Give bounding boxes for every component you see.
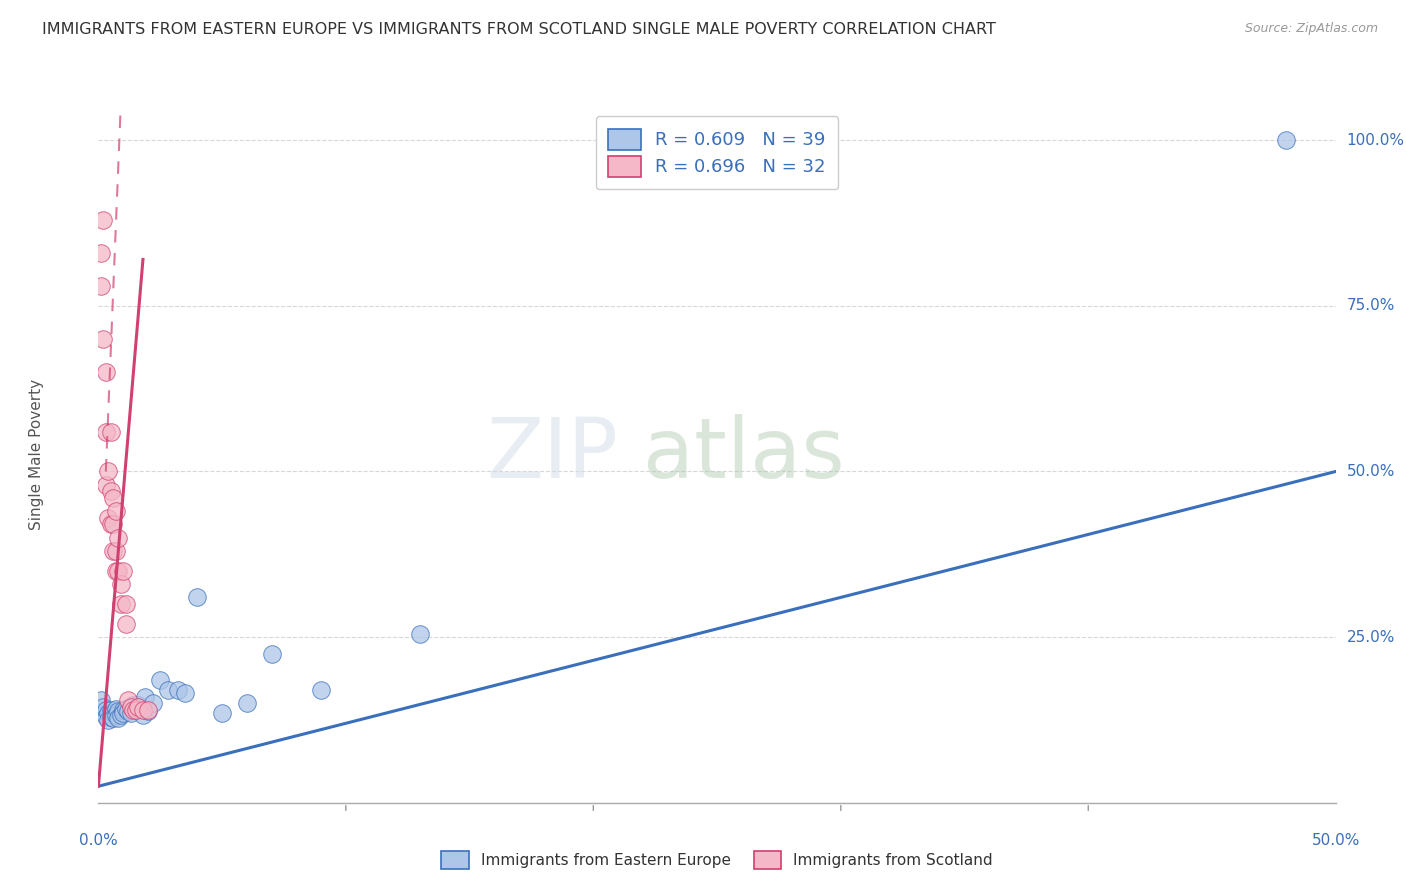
Point — [97, 713, 120, 727]
Point — [94, 477, 117, 491]
Point — [103, 544, 125, 558]
Point — [117, 693, 139, 707]
Point — [107, 564, 129, 578]
Point — [94, 703, 117, 717]
Point — [100, 484, 122, 499]
Point — [90, 245, 112, 260]
Point — [112, 564, 135, 578]
Point — [94, 709, 117, 723]
Point — [110, 707, 132, 722]
Point — [136, 703, 159, 717]
Point — [107, 531, 129, 545]
Point — [104, 708, 127, 723]
Text: atlas: atlas — [643, 415, 845, 495]
Point — [103, 706, 125, 721]
Point — [114, 597, 136, 611]
Point — [93, 332, 115, 346]
Point — [156, 683, 179, 698]
Point — [124, 702, 146, 716]
Point — [107, 704, 129, 718]
Text: Source: ZipAtlas.com: Source: ZipAtlas.com — [1244, 22, 1378, 36]
Text: 100.0%: 100.0% — [1347, 133, 1405, 148]
Point — [93, 699, 115, 714]
Point — [103, 711, 125, 725]
Point — [104, 702, 127, 716]
Text: IMMIGRANTS FROM EASTERN EUROPE VS IMMIGRANTS FROM SCOTLAND SINGLE MALE POVERTY C: IMMIGRANTS FROM EASTERN EUROPE VS IMMIGR… — [42, 22, 995, 37]
Point — [104, 504, 127, 518]
Point — [120, 706, 142, 721]
Point — [112, 706, 135, 721]
Point — [104, 564, 127, 578]
Point — [211, 706, 233, 721]
Point — [90, 279, 112, 293]
Point — [132, 703, 155, 717]
Point — [142, 697, 165, 711]
Point — [134, 690, 156, 704]
Point — [166, 683, 188, 698]
Text: 75.0%: 75.0% — [1347, 298, 1395, 313]
Point — [129, 702, 152, 716]
Point — [93, 212, 115, 227]
Point — [186, 591, 208, 605]
Text: 25.0%: 25.0% — [1347, 630, 1395, 645]
Point — [107, 711, 129, 725]
Point — [120, 699, 142, 714]
Point — [127, 699, 149, 714]
Point — [174, 686, 197, 700]
Point — [112, 703, 135, 717]
Point — [97, 511, 120, 525]
Point — [260, 647, 283, 661]
Point — [100, 703, 122, 717]
Point — [103, 491, 125, 505]
Text: 50.0%: 50.0% — [1347, 464, 1395, 479]
Point — [309, 683, 332, 698]
Point — [100, 425, 122, 439]
Point — [90, 693, 112, 707]
Point — [94, 425, 117, 439]
Text: 50.0%: 50.0% — [1312, 833, 1360, 848]
Point — [97, 465, 120, 479]
Legend: Immigrants from Eastern Europe, Immigrants from Scotland: Immigrants from Eastern Europe, Immigran… — [434, 846, 1000, 875]
Point — [100, 517, 122, 532]
Point — [100, 709, 122, 723]
Point — [103, 517, 125, 532]
Point — [132, 707, 155, 722]
Point — [114, 616, 136, 631]
Point — [1275, 133, 1298, 147]
Point — [110, 597, 132, 611]
Point — [124, 703, 146, 717]
Text: ZIP: ZIP — [486, 415, 619, 495]
Point — [94, 365, 117, 379]
Point — [97, 706, 120, 721]
Text: 0.0%: 0.0% — [79, 833, 118, 848]
Point — [104, 544, 127, 558]
Point — [114, 702, 136, 716]
Text: Single Male Poverty: Single Male Poverty — [30, 379, 44, 531]
Point — [110, 577, 132, 591]
Point — [127, 698, 149, 712]
Point — [117, 704, 139, 718]
Point — [409, 627, 432, 641]
Point — [236, 697, 259, 711]
Point — [149, 673, 172, 688]
Point — [122, 703, 145, 717]
Point — [122, 698, 145, 712]
Point — [136, 704, 159, 718]
